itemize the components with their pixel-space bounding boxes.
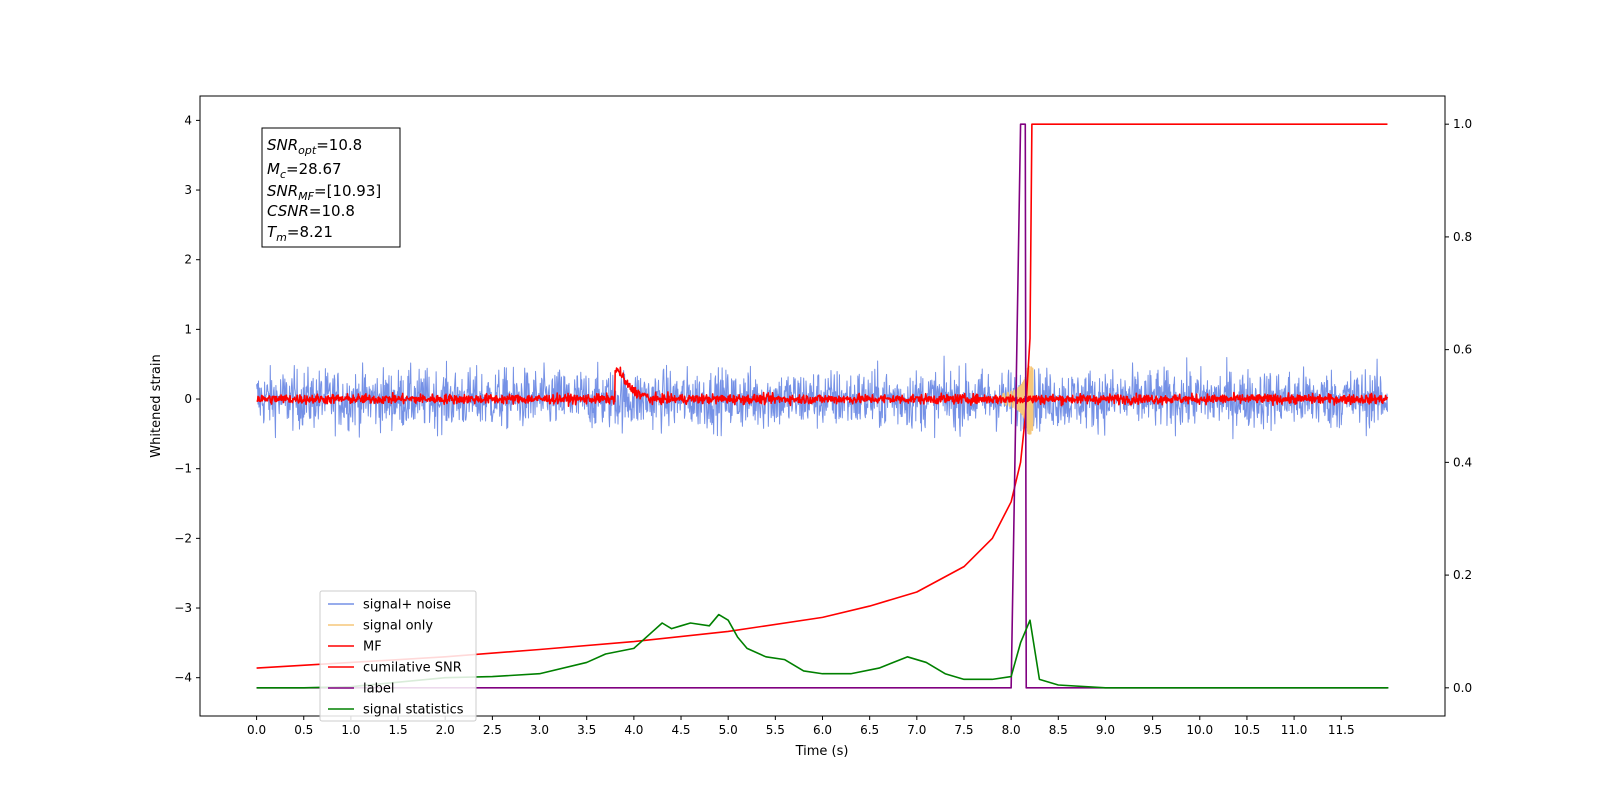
x-tick-label: 10.5 [1234,723,1261,737]
annotation-tm: Tm=8.21 [267,223,333,244]
legend: signal+ noise signal only MF cumilative SNR… [319,590,477,722]
y-tick-label: 4 [184,113,192,127]
y-tick-label: 0 [184,392,192,406]
y2-tick-label: 0.0 [1453,681,1472,695]
annotation-box: SNRopt=10.8 Mc=28.67 SNRMF=[10.93] CSNR=… [261,127,401,248]
x-tick-label: 1.5 [389,723,408,737]
y2-tick-label: 1.0 [1453,117,1472,131]
annotation-csnr: CSNR=10.8 [267,202,355,220]
y-axis-label: Whitened strain [149,354,164,457]
x-tick-label: 5.0 [719,723,738,737]
x-tick-label: 6.5 [860,723,879,737]
series-layer [256,123,1389,689]
series-line-label [256,123,1388,689]
y-tick-label: 3 [184,183,192,197]
legend-label: cumilative SNR [363,661,462,676]
x-tick-label: 9.0 [1096,723,1115,737]
legend-label: signal+ noise [363,598,451,613]
y2-tick-label: 0.8 [1453,230,1472,244]
y-tick-label: −4 [174,671,192,685]
x-tick-label: 11.0 [1281,723,1308,737]
x-tick-label: 7.0 [907,723,926,737]
series-line-mf [256,366,1389,408]
x-tick-label: 6.0 [813,723,832,737]
x-tick-label: 4.0 [624,723,643,737]
x-tick-label: 4.5 [671,723,690,737]
y-tick-label: −3 [174,601,192,615]
annotation-snr-opt: SNRopt=10.8 [267,136,362,157]
y2-tick-label: 0.4 [1453,455,1472,469]
y-axis-left: −4 −3 −2 −1 0 1 2 3 4 [174,113,200,685]
legend-label: label [363,682,394,697]
x-axis-label: Time (s) [795,744,849,759]
x-tick-label: 11.5 [1328,723,1355,737]
y-tick-label: 2 [184,253,192,267]
annotation-snr-mf: SNRMF=[10.93] [267,182,381,203]
series-line-signal-statistics [256,613,1389,689]
y-tick-label: 1 [184,322,192,336]
x-tick-label: 2.5 [483,723,502,737]
y2-tick-label: 0.2 [1453,568,1472,582]
legend-label: signal only [363,619,433,634]
x-tick-label: 0.5 [294,723,313,737]
series-line-cumilative-snr [256,123,1388,669]
y-axis-right: 0.0 0.2 0.4 0.6 0.8 1.0 [1445,117,1472,695]
legend-label: signal statistics [363,703,464,718]
y2-tick-label: 0.6 [1453,343,1472,357]
x-axis: 0.0 0.5 1.0 1.5 2.0 2.5 3.0 3.5 4.0 4.5 5.0 5.5 6.0 6… [247,716,1355,737]
x-tick-label: 8.5 [1049,723,1068,737]
x-tick-label: 10.0 [1186,723,1213,737]
x-tick-label: 1.0 [341,723,360,737]
y-tick-label: −1 [174,462,192,476]
x-tick-label: 7.5 [954,723,973,737]
x-tick-label: 0.0 [247,723,266,737]
x-tick-label: 3.0 [530,723,549,737]
annotation-mc: Mc=28.67 [267,160,342,181]
x-tick-label: 9.5 [1143,723,1162,737]
x-tick-label: 3.5 [577,723,596,737]
x-tick-label: 2.0 [436,723,455,737]
x-tick-label: 8.0 [1002,723,1021,737]
legend-label: MF [363,640,382,655]
x-tick-label: 5.5 [766,723,785,737]
y-tick-label: −2 [174,531,192,545]
